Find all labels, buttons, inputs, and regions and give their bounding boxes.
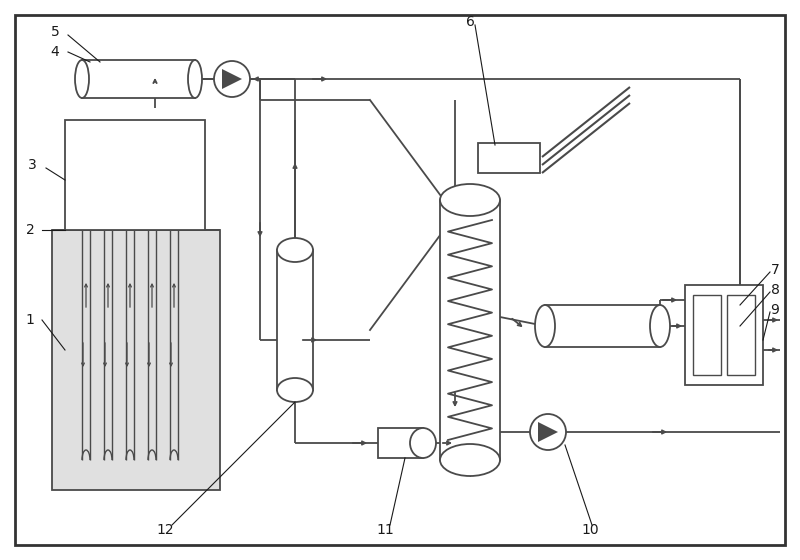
Ellipse shape xyxy=(440,184,500,216)
Text: 6: 6 xyxy=(466,15,474,29)
Text: 3: 3 xyxy=(28,158,36,172)
Bar xyxy=(65,120,205,230)
Text: 11: 11 xyxy=(376,523,394,537)
Ellipse shape xyxy=(410,428,436,458)
Ellipse shape xyxy=(214,61,250,97)
Bar xyxy=(693,295,721,375)
Ellipse shape xyxy=(535,305,555,347)
Ellipse shape xyxy=(530,414,566,450)
Text: 8: 8 xyxy=(770,283,779,297)
Text: 7: 7 xyxy=(770,263,779,277)
Text: 2: 2 xyxy=(26,223,34,237)
Text: 9: 9 xyxy=(770,303,779,317)
Bar xyxy=(378,428,423,458)
Bar xyxy=(440,200,500,460)
Text: 1: 1 xyxy=(26,313,34,327)
Bar xyxy=(545,305,660,347)
Polygon shape xyxy=(222,69,242,89)
Text: 10: 10 xyxy=(581,523,599,537)
Polygon shape xyxy=(538,422,558,442)
Ellipse shape xyxy=(277,378,313,402)
Bar xyxy=(727,295,755,375)
Bar xyxy=(277,250,313,390)
Bar xyxy=(478,143,540,173)
Ellipse shape xyxy=(650,305,670,347)
Bar xyxy=(52,230,220,490)
Text: 12: 12 xyxy=(156,523,174,537)
Ellipse shape xyxy=(75,60,89,98)
Ellipse shape xyxy=(440,444,500,476)
Bar xyxy=(82,60,195,98)
Ellipse shape xyxy=(277,238,313,262)
Bar xyxy=(685,285,763,385)
Ellipse shape xyxy=(188,60,202,98)
Text: 4: 4 xyxy=(50,45,59,59)
Text: 5: 5 xyxy=(50,25,59,39)
